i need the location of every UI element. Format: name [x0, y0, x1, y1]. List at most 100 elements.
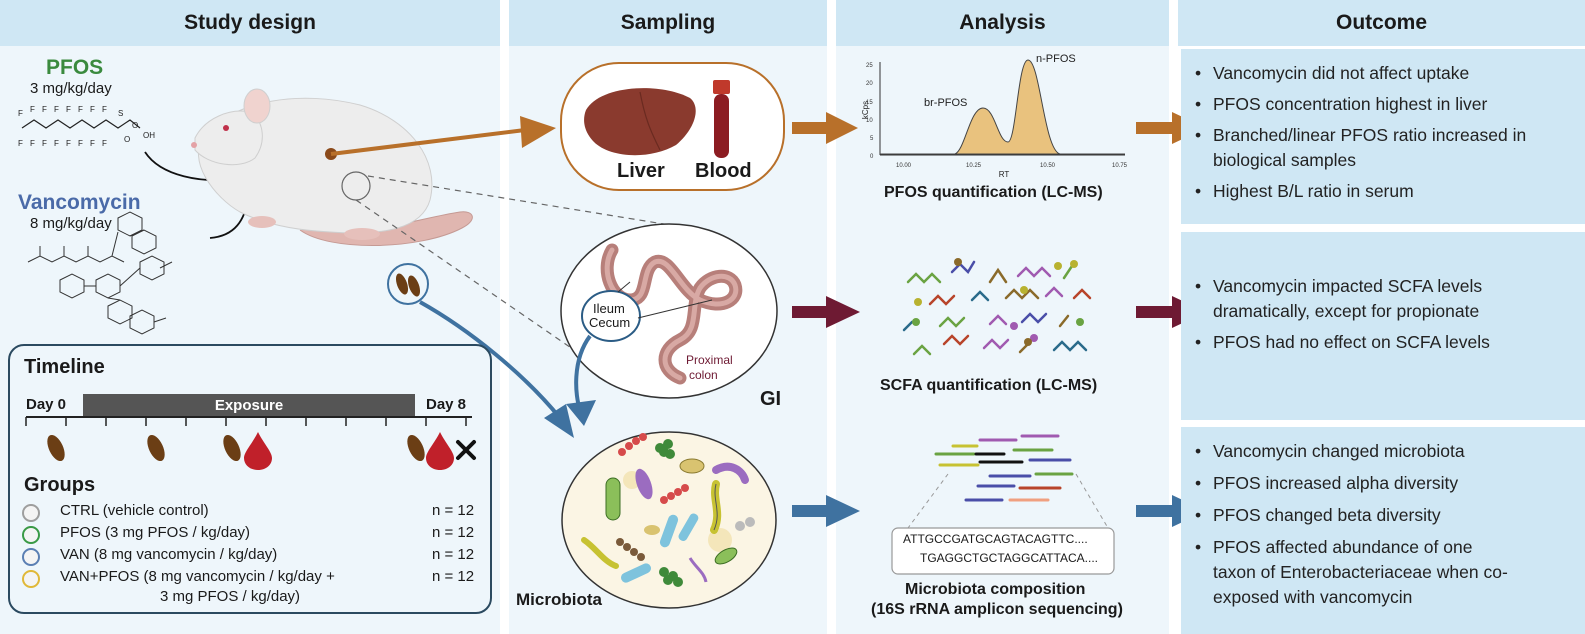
- scfa-molecule-heads: [912, 258, 1084, 346]
- study-design-header: Study design: [0, 0, 500, 46]
- xtick-1075: 10.75: [1112, 163, 1128, 169]
- outcome-micro-3: PFOS changed beta diversity: [1195, 503, 1585, 528]
- exposure-label: Exposure: [214, 396, 284, 414]
- svg-text:F: F: [102, 105, 107, 114]
- bacteria-icons: [581, 433, 755, 587]
- outcome-uptake-3: Branched/linear PFOS ratio increased in …: [1195, 123, 1533, 173]
- microbiota-caption-1: Microbiota composition: [905, 581, 1086, 598]
- ytick-15: 15: [866, 100, 873, 106]
- group-row-ctrl: CTRL (vehicle control) n = 12: [22, 502, 482, 524]
- peak-n-pfos: n-PFOS: [1036, 53, 1076, 65]
- svg-text:F: F: [78, 105, 83, 114]
- group-pfos-n: n = 12: [432, 524, 475, 541]
- svg-text:F: F: [90, 105, 95, 114]
- group-row-pfos: PFOS (3 mg PFOS / kg/day) n = 12: [22, 524, 482, 546]
- vancomycin-molecule: [27, 211, 173, 335]
- svg-text:F: F: [90, 139, 95, 148]
- svg-text:F: F: [42, 105, 47, 114]
- liver-label: Liver: [617, 160, 665, 182]
- ytick-10: 10: [866, 118, 873, 124]
- rat-illustration: [191, 88, 473, 246]
- svg-text:F: F: [30, 105, 35, 114]
- timeline-title: Timeline: [24, 356, 105, 378]
- sampling-header: Sampling: [509, 0, 827, 46]
- svg-text:F: F: [54, 139, 59, 148]
- group-row-van-pfos: VAN+PFOS (8 mg vancomycin / kg/day + 3 m…: [22, 568, 482, 608]
- group-van-pfos-n: n = 12: [432, 568, 475, 585]
- blood-label: Blood: [695, 160, 752, 182]
- group-van-n: n = 12: [432, 546, 475, 563]
- svg-text:S: S: [118, 109, 123, 118]
- outcome-uptake-2: PFOS concentration highest in liver: [1195, 92, 1585, 117]
- outcome-box-uptake: Vancomycin did not affect uptake PFOS co…: [1181, 49, 1585, 224]
- outcome-uptake-4: Highest B/L ratio in serum: [1195, 179, 1585, 204]
- svg-text:F: F: [42, 139, 47, 148]
- svg-text:F: F: [66, 105, 71, 114]
- outcome-micro-2: PFOS increased alpha diversity: [1195, 471, 1585, 496]
- outcome-uptake-1: Vancomycin did not affect uptake: [1195, 61, 1585, 86]
- feces-to-microbiota-arrow: [419, 300, 562, 420]
- group-van-pfos-label-2: 3 mg PFOS / kg/day): [160, 588, 301, 605]
- sequence-box: [891, 527, 1115, 575]
- group-van-label: VAN (8 mg vancomycin / kg/day): [60, 546, 278, 563]
- group-van-pfos-icon: [22, 570, 40, 588]
- group-pfos-icon: [22, 526, 40, 544]
- exposure-bar: Exposure: [83, 394, 415, 416]
- chromatogram-ylabel: kCps: [861, 101, 870, 119]
- ileum-label: Ileum: [593, 301, 625, 316]
- xtick-1025: 10.25: [966, 163, 982, 169]
- arrow-gi-to-analysis: [792, 296, 860, 328]
- outcome-micro-1: Vancomycin changed microbiota: [1195, 439, 1585, 464]
- svg-text:F: F: [18, 109, 23, 118]
- day-0-label: Day 0: [26, 396, 67, 413]
- blood-tube-icon: [713, 80, 730, 158]
- chromatogram-chart: 0 5 10 15 20 25 10.00 10.25 10.50 10.75 …: [861, 53, 1128, 179]
- svg-text:F: F: [18, 139, 23, 148]
- analysis-header: Analysis: [836, 0, 1169, 46]
- colon-label: colon: [689, 368, 718, 382]
- feces-sample-icon: [387, 263, 429, 305]
- day-8-label: Day 8: [426, 396, 467, 413]
- svg-text:F: F: [30, 139, 35, 148]
- scfa-molecules-icon: [902, 260, 1092, 356]
- vancomycin-dose: 8 mg/kg/day: [30, 215, 112, 232]
- proximal-label: Proximal: [686, 353, 733, 367]
- vancomycin-label: Vancomycin: [18, 191, 141, 214]
- svg-text:F: F: [102, 139, 107, 148]
- group-pfos-label: PFOS (3 mg PFOS / kg/day): [60, 524, 251, 541]
- microbiota-caption-2: (16S rRNA amplicon sequencing): [871, 601, 1123, 618]
- outcome-box-scfa: Vancomycin impacted SCFA levels dramatic…: [1181, 232, 1585, 420]
- svg-text:OH: OH: [143, 131, 155, 140]
- timeline-axis: [25, 416, 476, 470]
- group-row-van: VAN (8 mg vancomycin / kg/day) n = 12: [22, 546, 482, 568]
- svg-text:O: O: [132, 121, 138, 130]
- cecum-label: Cecum: [589, 315, 631, 330]
- microbiota-label: Microbiota: [516, 590, 602, 609]
- blood-sample-markers: [244, 432, 454, 470]
- rat-to-tissue-arrow: [330, 128, 526, 156]
- ytick-25: 25: [866, 63, 873, 69]
- ileum-cecum-callout: [581, 290, 641, 342]
- outcome-header: Outcome: [1178, 0, 1585, 46]
- ytick-0: 0: [870, 154, 874, 160]
- xtick-1050: 10.50: [1040, 163, 1056, 169]
- feces-sample-markers: [47, 434, 425, 462]
- xtick-1000: 10.00: [896, 163, 912, 169]
- ytick-20: 20: [866, 81, 873, 87]
- svg-text:F: F: [78, 139, 83, 148]
- sequencing-reads-icon: [934, 434, 1074, 502]
- sequence-line-1: ATTGCCGATGCAGTACAGTTC....: [903, 532, 1088, 546]
- scfa-quant-caption: SCFA quantification (LC-MS): [880, 377, 1098, 394]
- gi-tract-oval: [560, 223, 778, 399]
- group-ctrl-n: n = 12: [432, 502, 475, 519]
- timeline-panel: Timeline Day 0 Exposure Day 8 Groups: [8, 344, 492, 614]
- group-ctrl-icon: [22, 504, 40, 522]
- svg-text:F: F: [54, 105, 59, 114]
- chromatogram-xlabel: RT: [999, 170, 1010, 179]
- groups-title: Groups: [24, 474, 96, 496]
- group-van-pfos-label: VAN+PFOS (8 mg vancomycin / kg/day +: [60, 568, 335, 585]
- outcome-scfa-1: Vancomycin impacted SCFA levels dramatic…: [1195, 274, 1533, 324]
- ytick-5: 5: [870, 136, 874, 142]
- arrow-liver-to-analysis: [792, 112, 858, 144]
